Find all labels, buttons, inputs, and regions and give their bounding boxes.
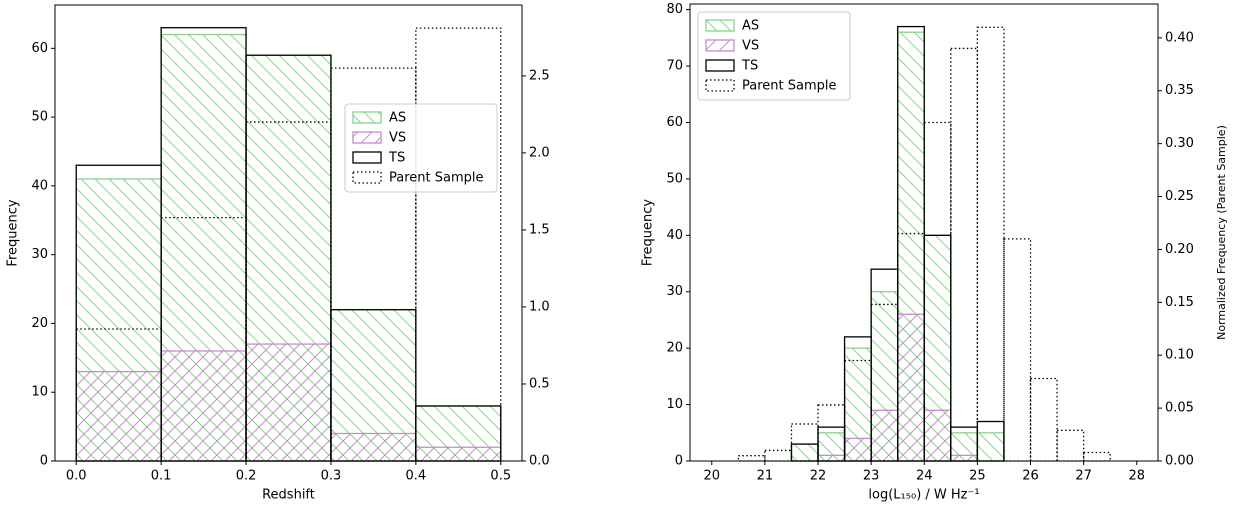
legend-swatch	[705, 39, 735, 52]
x-tick-label: 0.5	[490, 469, 511, 484]
y2-tick-label: 0.05	[1165, 401, 1194, 416]
legend-swatch	[352, 131, 382, 144]
y2-tick-label: 0.00	[1165, 454, 1194, 469]
legend-swatch	[705, 79, 735, 92]
hist-bar	[75, 370, 162, 462]
hist-bar	[330, 432, 417, 462]
y-tick-label: 40	[666, 228, 683, 243]
y-tick-label: 60	[666, 115, 683, 130]
hist-bar	[245, 343, 332, 462]
hist-bar	[976, 26, 1005, 462]
y-tick-label: 60	[31, 41, 48, 56]
x-tick-label: 21	[757, 469, 774, 484]
y2-tick-label: 2.5	[529, 68, 550, 83]
y2-tick-label: 0.10	[1165, 348, 1194, 363]
y-tick-label: 0	[675, 454, 683, 469]
legend-swatch	[705, 59, 735, 72]
y2-tick-label: 1.0	[529, 299, 550, 314]
y-tick-label: 30	[666, 284, 683, 299]
hist-bar	[415, 27, 502, 462]
legend-swatch	[705, 19, 735, 32]
hist-bar	[415, 446, 502, 462]
y-tick-label: 10	[31, 385, 48, 400]
y-tick-label: 80	[666, 2, 683, 17]
hist-bar	[790, 443, 819, 462]
x-tick-label: 28	[1128, 469, 1145, 484]
y-axis-label: Frequency	[6, 199, 21, 266]
x-tick-label: 27	[1075, 469, 1092, 484]
hist-bar	[950, 47, 979, 462]
y-tick-label: 10	[666, 397, 683, 412]
x-tick-label: 0.4	[406, 469, 427, 484]
legend-label: VS	[742, 39, 759, 54]
hist-bar	[737, 455, 766, 462]
legend-label: AS	[742, 19, 759, 34]
y-tick-label: 20	[666, 341, 683, 356]
hist-bar	[764, 449, 793, 462]
x-tick-label: 0.2	[236, 469, 257, 484]
y-tick-label: 50	[31, 110, 48, 125]
plot-frame	[54, 4, 523, 462]
hist-bar	[870, 409, 899, 462]
y-tick-label: 40	[31, 178, 48, 193]
y-tick-label: 20	[31, 316, 48, 331]
hist-bar	[817, 454, 846, 462]
y-tick-label: 30	[31, 247, 48, 262]
y-tick-label: 50	[666, 171, 683, 186]
hist-bar	[923, 121, 952, 462]
x-tick-label: 22	[810, 469, 827, 484]
y2-tick-label: 0.35	[1165, 83, 1194, 98]
hist-bar	[817, 404, 846, 462]
legend-box	[697, 11, 851, 101]
y2-tick-label: 0.20	[1165, 242, 1194, 257]
hist-bar	[923, 409, 952, 462]
x-tick-label: 20	[704, 469, 721, 484]
hist-bar	[1056, 429, 1085, 462]
legend-label: TS	[388, 151, 405, 166]
y2-tick-label: 0.30	[1165, 136, 1194, 151]
x-tick-label: 0.0	[66, 469, 87, 484]
legend-swatch	[352, 151, 382, 164]
legend-label: TS	[741, 59, 758, 74]
x-axis-label: Redshift	[262, 488, 315, 503]
legend-label: Parent Sample	[389, 171, 484, 186]
y2-axis-label: Normalized Frequency (Parent Sample)	[1215, 125, 1228, 340]
y-tick-label: 70	[666, 59, 683, 74]
legend-swatch	[352, 111, 382, 124]
hist-bar	[1003, 238, 1032, 462]
hist-bar	[976, 432, 1005, 462]
y2-tick-label: 1.5	[529, 222, 550, 237]
hist-bar	[897, 313, 925, 462]
x-tick-label: 0.1	[151, 469, 172, 484]
y2-tick-label: 0.5	[529, 376, 550, 391]
y-axis-label: Frequency	[641, 199, 656, 266]
y2-tick-label: 0.0	[529, 454, 550, 469]
hist-bar	[1029, 377, 1058, 462]
y2-tick-label: 0.40	[1165, 30, 1194, 45]
hist-bar	[950, 454, 979, 462]
y2-tick-label: 0.25	[1165, 189, 1194, 204]
y2-tick-label: 0.15	[1165, 295, 1194, 310]
x-tick-label: 23	[863, 469, 880, 484]
legend-swatch	[352, 171, 382, 184]
x-tick-label: 25	[969, 469, 986, 484]
hist-bar	[843, 437, 872, 462]
y2-tick-label: 2.0	[529, 145, 550, 160]
x-axis-label: log(L₁₅₀) / W Hz⁻¹	[868, 488, 979, 503]
legend-label: Parent Sample	[742, 79, 837, 94]
x-tick-label: 26	[1022, 469, 1039, 484]
legend-label: AS	[389, 111, 406, 126]
y-tick-label: 0	[40, 454, 48, 469]
hist-bar	[1082, 451, 1111, 462]
x-tick-label: 24	[916, 469, 933, 484]
legend-label: VS	[389, 131, 406, 146]
hist-bar	[160, 350, 247, 462]
legend-box	[344, 103, 498, 193]
x-tick-label: 0.3	[321, 469, 342, 484]
